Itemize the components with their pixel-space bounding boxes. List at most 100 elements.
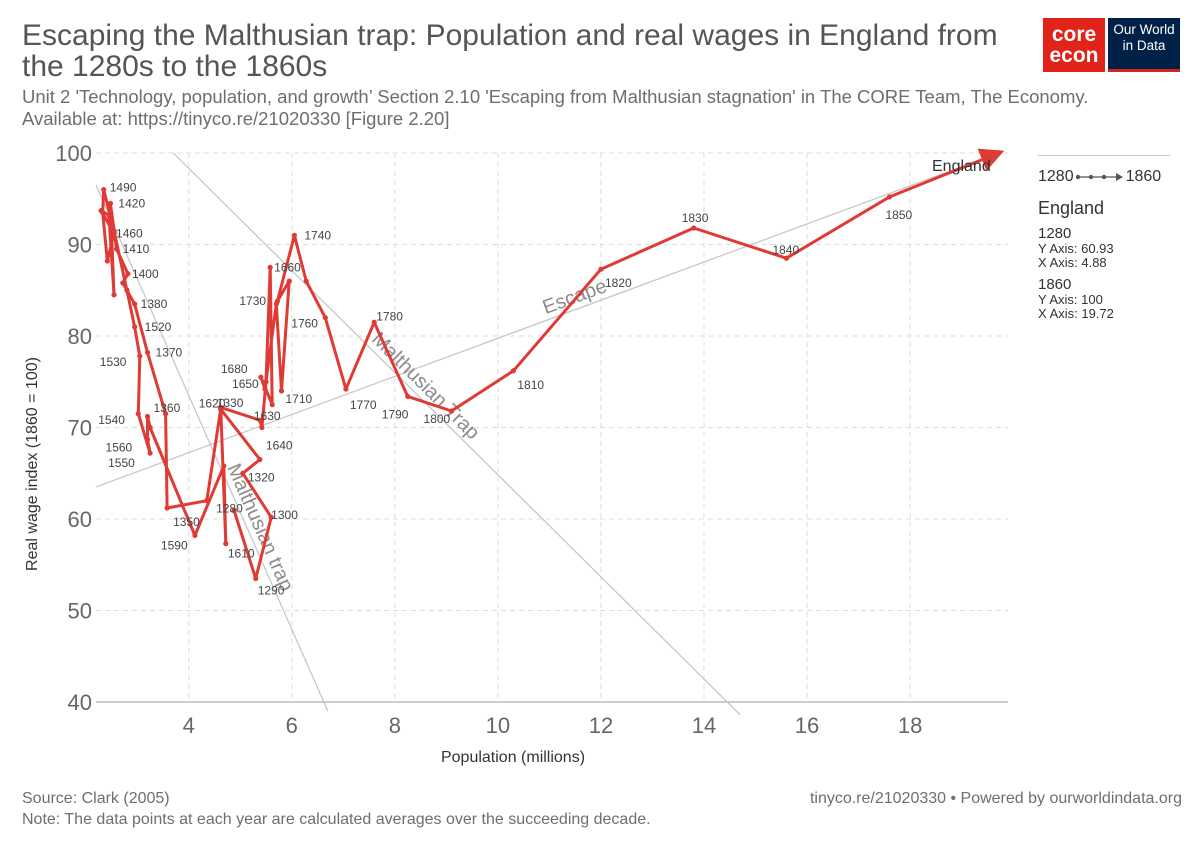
year-label-1610: 1610 (228, 547, 255, 561)
data-point-1830[interactable] (691, 225, 697, 231)
data-point-1820[interactable] (598, 266, 604, 272)
data-point-1760[interactable] (322, 315, 328, 321)
timeline-arrow-icon (1075, 173, 1123, 181)
data-point-1610[interactable] (223, 541, 229, 547)
data-point-1710[interactable] (278, 388, 285, 394)
year-label-1330: 1330 (217, 396, 244, 410)
data-point-1520[interactable] (132, 324, 138, 330)
data-point-1440[interactable] (106, 212, 112, 218)
footer-credit[interactable]: tinyco.re/21020330 • Powered by ourworld… (809, 790, 1182, 807)
year-label-1400: 1400 (132, 267, 159, 281)
timeline-range[interactable]: 1280 1860 (1038, 168, 1183, 186)
year-label-1320: 1320 (248, 471, 275, 485)
y-tick-label: 60 (68, 507, 92, 532)
data-point-1510[interactable] (124, 287, 130, 293)
data-point-1580[interactable] (147, 424, 153, 431)
data-point-1750[interactable] (303, 278, 309, 284)
year-label-1530: 1530 (100, 355, 127, 369)
data-point-1300[interactable] (268, 514, 274, 520)
data-point-1540[interactable] (135, 411, 141, 417)
year-label-1410: 1410 (123, 242, 150, 256)
data-point-1620[interactable] (218, 404, 224, 410)
data-point-1320[interactable] (257, 456, 263, 463)
owid-logo[interactable]: Our World in Data (1108, 18, 1180, 72)
data-point-1850[interactable] (886, 194, 893, 200)
data-point-1310[interactable] (240, 470, 246, 476)
y-tick-label: 70 (68, 416, 92, 441)
data-point-1740[interactable] (291, 232, 297, 238)
data-point-1730[interactable] (274, 298, 280, 304)
data-point-1420[interactable] (107, 200, 114, 206)
data-point-1630[interactable] (257, 417, 263, 423)
data-point-1380[interactable] (132, 301, 138, 307)
year-label-1290: 1290 (258, 583, 285, 597)
data-point-1770[interactable] (343, 386, 349, 392)
chart-title: Escaping the Malthusian trap: Population… (22, 19, 998, 83)
data-point-1470[interactable] (104, 258, 110, 264)
data-point-1390[interactable] (120, 280, 126, 286)
data-point-1640[interactable] (259, 424, 265, 431)
year-label-1770: 1770 (350, 398, 377, 412)
data-point-1350[interactable] (164, 505, 170, 511)
data-point-1500[interactable] (111, 228, 117, 234)
data-point-1280[interactable] (231, 507, 237, 514)
owid-logo-line2: in Data (1122, 38, 1166, 53)
data-point-1650[interactable] (263, 379, 269, 385)
y-axis-title: Real wage index (1860 = 100) (24, 357, 41, 571)
y-tick-label: 90 (68, 233, 92, 258)
y-tick-label: 50 (68, 599, 92, 624)
x-tick-label: 14 (692, 713, 716, 738)
data-point-1530[interactable] (137, 353, 143, 359)
data-point-1670[interactable] (269, 402, 275, 408)
legend-entity-name: England (1038, 198, 1105, 218)
core-econ-logo[interactable]: core econ (1043, 18, 1105, 72)
footer-left: Source: Clark (2005) Note: The data poin… (22, 788, 651, 830)
legend-end-x: X Axis: 19.72 (1038, 306, 1114, 321)
data-point-1720[interactable] (286, 278, 292, 284)
year-label-1640: 1640 (266, 439, 293, 453)
data-point-1800[interactable] (448, 408, 455, 414)
year-label-1360: 1360 (154, 401, 181, 415)
data-point-1410[interactable] (114, 246, 120, 252)
data-point-1550[interactable] (147, 450, 153, 456)
data-point-1600[interactable] (221, 463, 227, 469)
year-label-1590: 1590 (161, 538, 188, 552)
data-point-1290[interactable] (253, 575, 259, 582)
data-point-1570[interactable] (144, 413, 151, 420)
data-point-1340[interactable] (204, 498, 210, 504)
data-point-1590[interactable] (192, 532, 198, 539)
data-point-1370[interactable] (144, 349, 151, 356)
x-tick-label: 16 (795, 713, 819, 738)
y-tick-label: 80 (68, 324, 92, 349)
year-label-1370: 1370 (156, 345, 183, 359)
year-label-1460: 1460 (116, 227, 143, 241)
data-point-1840[interactable] (783, 255, 790, 261)
data-point-1780[interactable] (371, 319, 377, 325)
year-label-1820: 1820 (605, 276, 632, 290)
chart-subtitle: Unit 2 'Technology, population, and grow… (22, 86, 1089, 129)
x-axis-title: Population (millions) (441, 749, 585, 766)
data-point-1400[interactable] (125, 271, 131, 277)
year-label-1730: 1730 (239, 294, 266, 308)
x-tick-label: 10 (486, 713, 510, 738)
data-point-1790[interactable] (405, 393, 411, 399)
y-tick-label: 40 (68, 690, 92, 715)
guide-line-malthusian-trap (172, 152, 741, 716)
year-label-1630: 1630 (254, 409, 281, 423)
data-point-1690[interactable] (262, 386, 268, 392)
data-note: Note: The data points at each year are c… (22, 811, 651, 828)
data-point-1660[interactable] (267, 264, 273, 270)
data-point-1360[interactable] (162, 411, 169, 417)
data-point-1680[interactable] (258, 374, 264, 380)
data-point-1430[interactable] (111, 292, 117, 298)
data-point-1490[interactable] (101, 187, 107, 193)
data-point-1810[interactable] (510, 368, 516, 374)
y-tick-label: 100 (55, 141, 92, 166)
x-tick-label: 6 (286, 713, 298, 738)
x-tick-label: 8 (389, 713, 401, 738)
data-point-1480[interactable] (100, 209, 106, 216)
legend-end-year: 1860 (1125, 168, 1162, 185)
data-point-1560[interactable] (144, 436, 151, 442)
escape-guide-label: Escape (540, 275, 610, 319)
